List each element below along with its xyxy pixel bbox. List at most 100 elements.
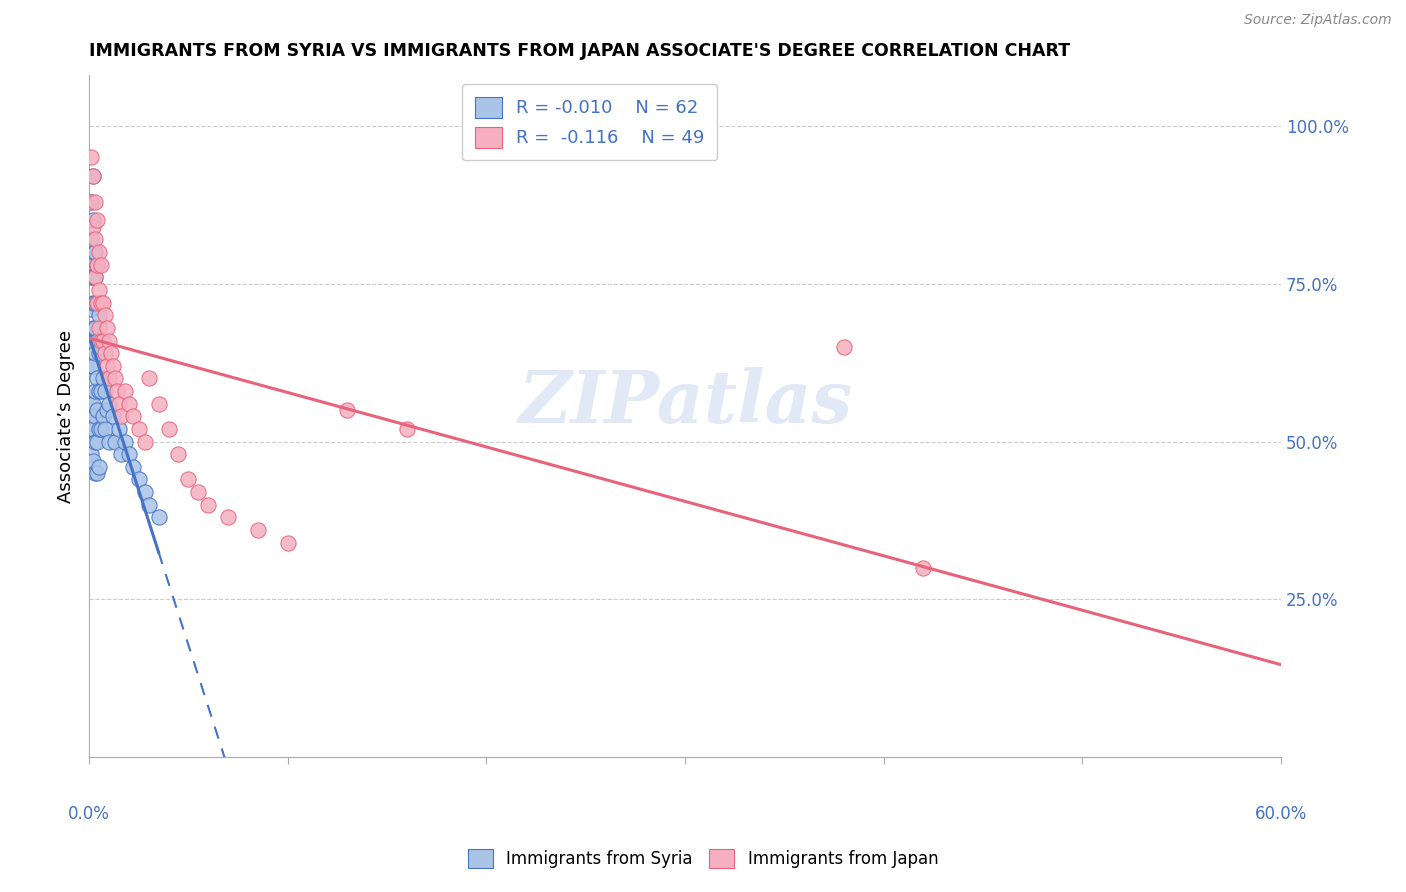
- Point: [94, 422, 117, 436]
- Point: [86, 258, 108, 272]
- Point: [86, 371, 108, 385]
- Point: [138, 498, 160, 512]
- Point: [87, 459, 110, 474]
- Point: [121, 459, 143, 474]
- Point: [87, 346, 110, 360]
- Point: [96, 403, 118, 417]
- Point: [84, 245, 107, 260]
- Point: [84, 321, 107, 335]
- Point: [97, 397, 120, 411]
- Point: [97, 371, 120, 385]
- Point: [82, 270, 104, 285]
- Point: [80, 270, 103, 285]
- Point: [84, 232, 107, 246]
- Point: [148, 510, 170, 524]
- Point: [197, 498, 219, 512]
- Point: [87, 245, 110, 260]
- Point: [96, 359, 118, 373]
- Point: [82, 397, 104, 411]
- Point: [87, 283, 110, 297]
- Point: [90, 384, 112, 398]
- Text: IMMIGRANTS FROM SYRIA VS IMMIGRANTS FROM JAPAN ASSOCIATE'S DEGREE CORRELATION CH: IMMIGRANTS FROM SYRIA VS IMMIGRANTS FROM…: [89, 42, 1070, 60]
- Point: [84, 295, 107, 310]
- Text: Source: ZipAtlas.com: Source: ZipAtlas.com: [1244, 13, 1392, 28]
- Point: [134, 485, 156, 500]
- Point: [118, 447, 141, 461]
- Point: [84, 409, 107, 424]
- Point: [84, 194, 107, 209]
- Point: [80, 194, 103, 209]
- Point: [94, 384, 117, 398]
- Point: [82, 422, 104, 436]
- Point: [395, 422, 418, 436]
- Point: [246, 523, 269, 537]
- Point: [86, 403, 108, 417]
- Point: [157, 422, 180, 436]
- Point: [82, 359, 104, 373]
- Point: [84, 434, 107, 449]
- Point: [177, 473, 200, 487]
- Point: [121, 409, 143, 424]
- Point: [86, 213, 108, 227]
- Point: [167, 447, 190, 461]
- Point: [86, 295, 108, 310]
- Point: [108, 422, 131, 436]
- Point: [91, 409, 114, 424]
- Point: [87, 308, 110, 322]
- Point: [86, 466, 108, 480]
- Point: [96, 321, 118, 335]
- Point: [80, 232, 103, 246]
- Point: [114, 384, 136, 398]
- Point: [87, 422, 110, 436]
- Point: [80, 359, 103, 373]
- Point: [91, 295, 114, 310]
- Point: [91, 371, 114, 385]
- Point: [94, 308, 117, 322]
- Point: [90, 422, 112, 436]
- Point: [110, 409, 132, 424]
- Point: [82, 453, 104, 467]
- Point: [104, 434, 127, 449]
- Point: [86, 295, 108, 310]
- Point: [84, 466, 107, 480]
- Point: [104, 371, 127, 385]
- Point: [138, 371, 160, 385]
- Point: [110, 447, 132, 461]
- Point: [80, 150, 103, 164]
- Point: [91, 334, 114, 348]
- Point: [134, 434, 156, 449]
- Text: 0.0%: 0.0%: [67, 805, 110, 823]
- Point: [187, 485, 209, 500]
- Point: [832, 340, 855, 354]
- Point: [97, 434, 120, 449]
- Point: [90, 258, 112, 272]
- Point: [118, 397, 141, 411]
- Text: 60.0%: 60.0%: [1254, 805, 1308, 823]
- Point: [82, 213, 104, 227]
- Point: [86, 434, 108, 449]
- Point: [80, 301, 103, 316]
- Point: [80, 447, 103, 461]
- Text: ZIPatlas: ZIPatlas: [517, 368, 852, 438]
- Point: [90, 295, 112, 310]
- Point: [90, 340, 112, 354]
- Point: [82, 219, 104, 234]
- Point: [148, 397, 170, 411]
- Point: [87, 321, 110, 335]
- Point: [86, 258, 108, 272]
- Point: [108, 397, 131, 411]
- Point: [912, 561, 935, 575]
- Point: [84, 346, 107, 360]
- Point: [97, 334, 120, 348]
- Point: [128, 422, 150, 436]
- Point: [87, 384, 110, 398]
- Point: [101, 359, 124, 373]
- Point: [277, 535, 299, 549]
- Point: [86, 334, 108, 348]
- Point: [100, 346, 122, 360]
- Point: [82, 169, 104, 184]
- Point: [80, 252, 103, 266]
- Point: [101, 409, 124, 424]
- Legend: R = -0.010    N = 62, R =  -0.116    N = 49: R = -0.010 N = 62, R = -0.116 N = 49: [463, 84, 717, 161]
- Point: [80, 194, 103, 209]
